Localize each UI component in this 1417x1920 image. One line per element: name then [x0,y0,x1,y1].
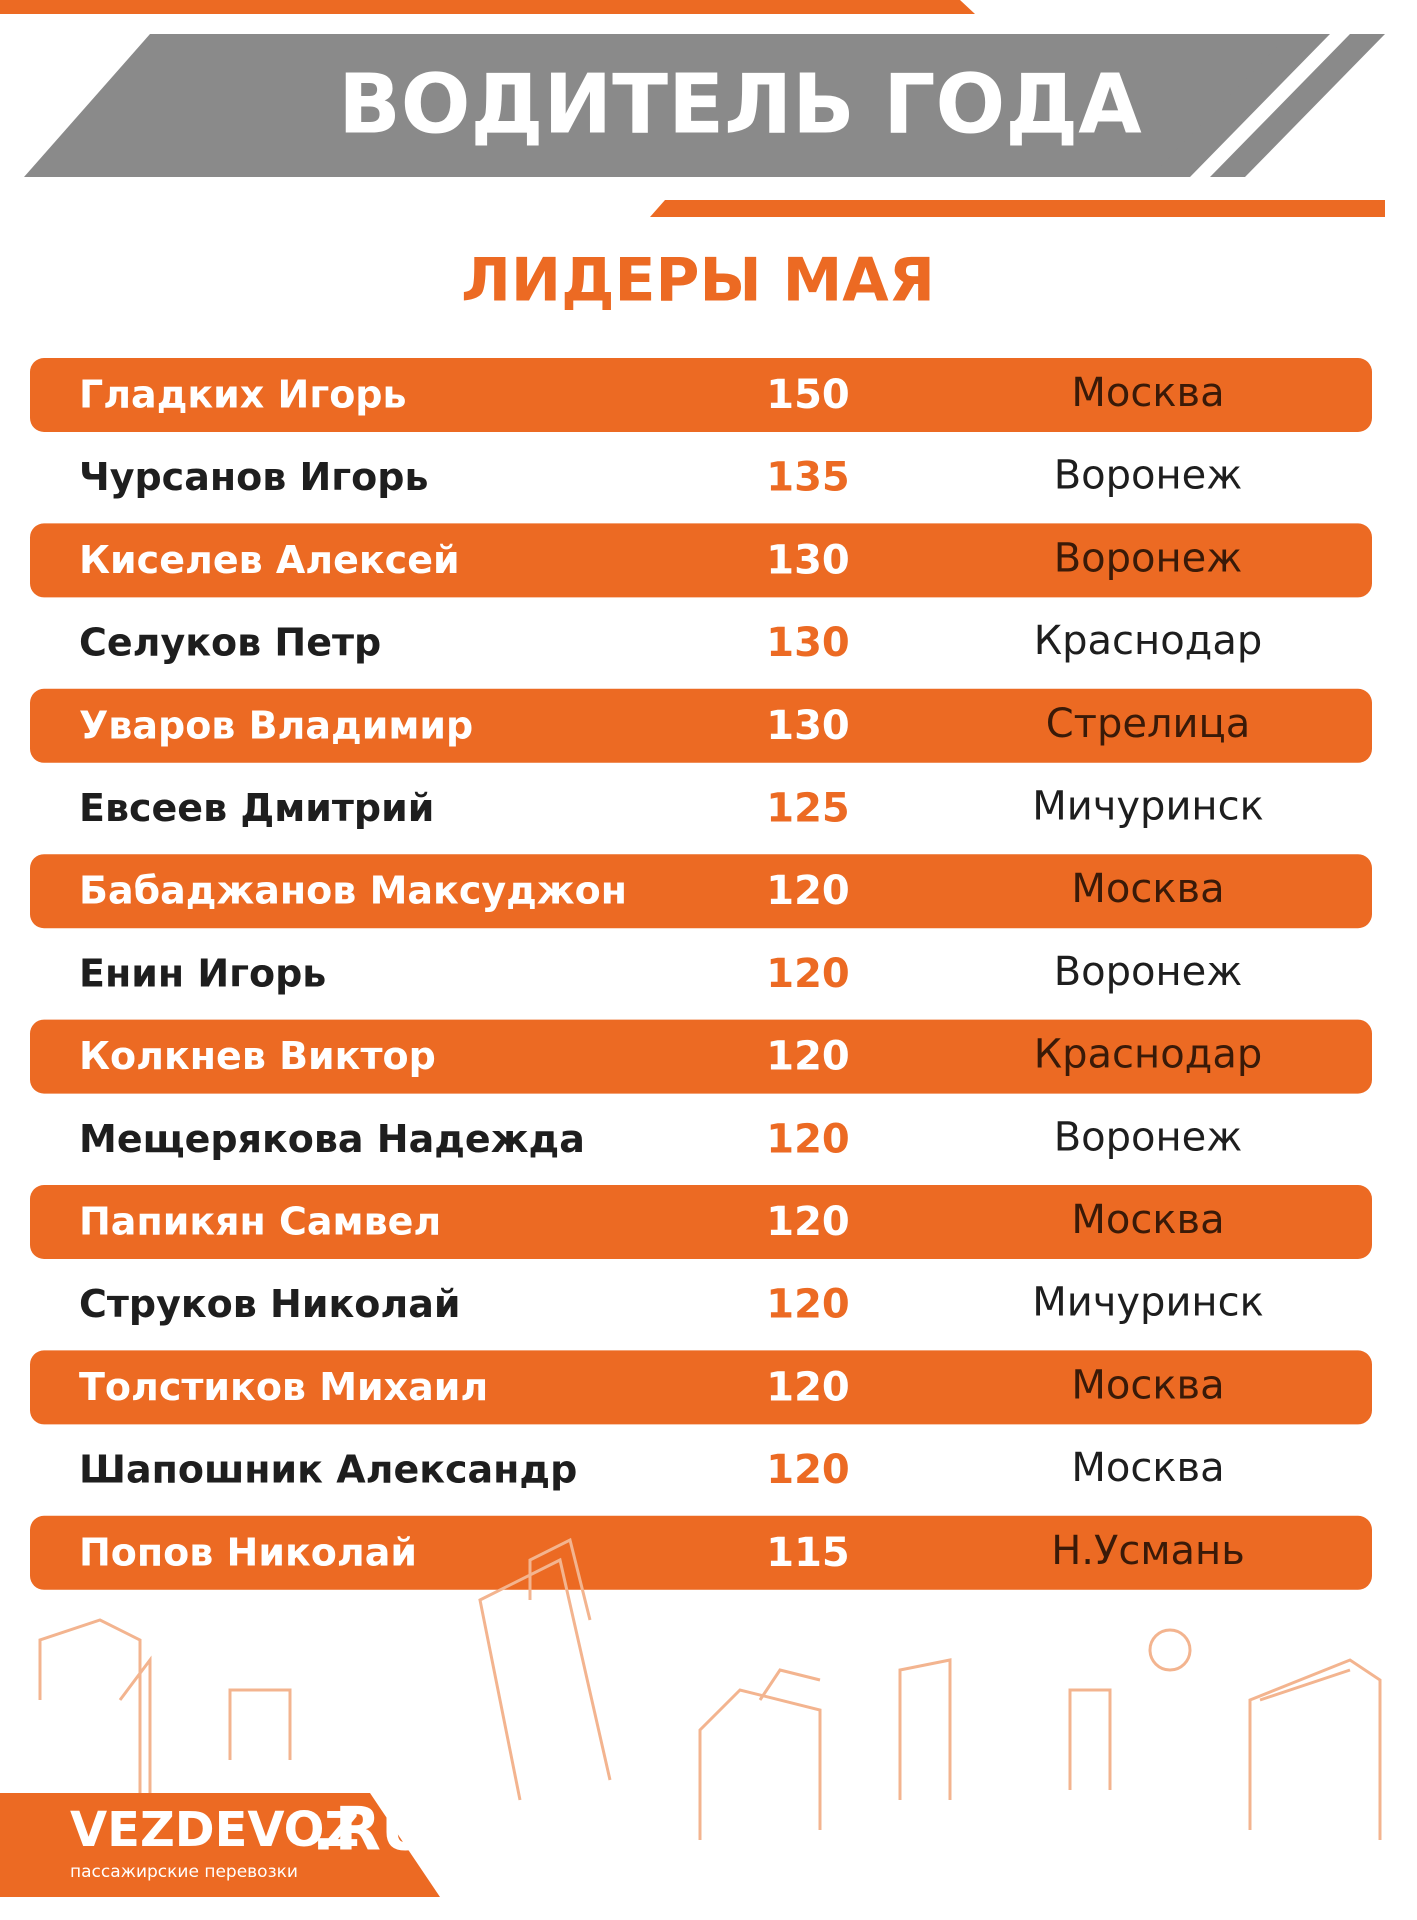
score: 130 [766,537,850,583]
score: 120 [766,951,850,997]
city: Воронеж [1054,453,1243,499]
table: Гладких Игорь 150 Москва Чурсанов Игорь 135 В… [30,358,1372,1590]
score: 120 [766,1034,850,1080]
banner-stripe [1150,34,1330,177]
driver-name: Толстиков Михаил [79,1365,488,1409]
row-band [30,1515,1372,1590]
driver-name: Папикян Самвел [79,1200,441,1244]
driver-name: Колкнев Виктор [79,1034,436,1078]
score: 120 [766,1116,850,1162]
score: 120 [766,1447,850,1493]
logo-domain: .RU [312,1795,430,1865]
banner-stripe [1210,34,1385,177]
driver-name: Гладких Игорь [79,373,407,417]
driver-name: Мещерякова Надежда [79,1117,585,1161]
city: Москва [1071,370,1224,416]
row-band [30,523,1372,598]
top-stripe [0,0,975,14]
logo-name: VEZDEVOZ [70,1802,359,1858]
subtitle: ЛИДЕРЫ МАЯ [461,246,935,316]
city: Воронеж [1054,949,1243,995]
score: 120 [766,1364,850,1410]
city: Москва [1071,1362,1224,1408]
city: Краснодар [1034,1032,1262,1078]
title: ВОДИТЕЛЬ ГОДА [338,57,1142,152]
row-band [30,1350,1372,1425]
city: Мичуринск [1032,1280,1264,1326]
row-band [30,358,1372,432]
city: Москва [1071,1445,1224,1491]
score: 125 [766,786,850,832]
logo-tagline: пассажирские перевозки [70,1862,298,1882]
row-band [30,1019,1372,1094]
driver-name: Струков Николай [79,1282,460,1326]
city: Воронеж [1054,1114,1243,1160]
score: 130 [766,703,850,749]
under-stripe [650,200,1385,217]
title-banner [24,34,1300,177]
logo-badge [0,1793,440,1897]
driver-name: Енин Игорь [79,951,326,995]
score: 120 [766,868,850,914]
city: Москва [1071,866,1224,912]
driver-name: Евсеев Дмитрий [79,786,434,830]
city: Воронеж [1054,535,1243,581]
driver-name: Шапошник Александр [79,1448,577,1492]
city: Москва [1071,1197,1224,1243]
city: Мичуринск [1032,784,1264,830]
driver-name: Бабаджанов Максуджон [79,869,627,913]
driver-name: Уваров Владимир [79,703,473,747]
score: 130 [766,620,850,666]
row-band [30,1185,1372,1259]
city: Краснодар [1034,618,1262,664]
city: Н.Усмань [1051,1528,1245,1574]
score: 150 [766,372,850,418]
driver-name: Чурсанов Игорь [79,455,428,499]
driver-name: Попов Николай [79,1530,417,1574]
score: 120 [766,1282,850,1328]
score: 135 [766,455,850,501]
city-sketch [38,1537,1382,1840]
driver-name: Киселев Алексей [79,538,460,582]
score: 120 [766,1199,850,1245]
row-band [30,688,1372,763]
driver-name: Селуков Петр [79,621,381,665]
city: Стрелица [1046,701,1251,747]
row-band [30,854,1372,929]
score: 115 [766,1530,850,1576]
